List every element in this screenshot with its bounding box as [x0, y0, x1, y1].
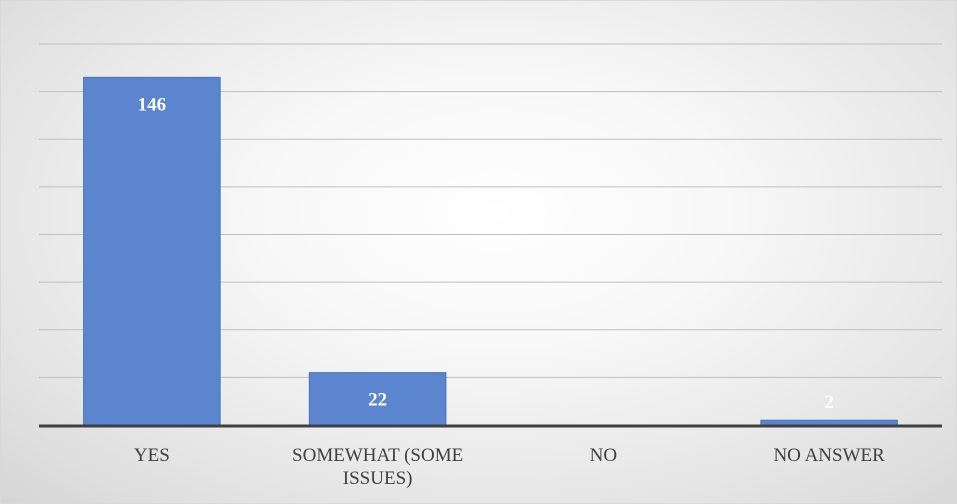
category-label-1: SOMEWHAT (SOME ISSUES) — [292, 445, 463, 489]
category-label-line: NO — [590, 445, 617, 466]
data-label-1: 22 — [368, 390, 387, 411]
category-label-line: NO ANSWER — [773, 445, 885, 466]
bar-1 — [308, 372, 447, 426]
category-label-3: NO ANSWER — [773, 445, 885, 466]
bars — [83, 76, 898, 426]
bar-3 — [760, 419, 898, 426]
category-label-line: ISSUES) — [343, 468, 413, 489]
data-label-0: 146 — [138, 94, 167, 115]
category-label-line: SOMEWHAT (SOME — [292, 445, 463, 466]
category-label-0: YES — [134, 445, 170, 466]
category-labels: YES SOMEWHAT (SOME ISSUES) NO NO ANSWER — [134, 445, 885, 489]
category-label-line: YES — [134, 445, 170, 466]
bar-0 — [83, 76, 221, 426]
category-label-2: NO — [590, 445, 617, 466]
data-label-3: 2 — [824, 392, 834, 413]
